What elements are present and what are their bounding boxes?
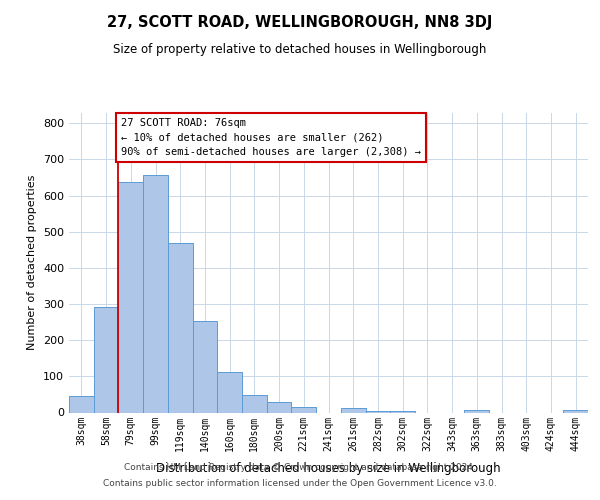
- Bar: [292, 408, 316, 412]
- Text: Size of property relative to detached houses in Wellingborough: Size of property relative to detached ho…: [113, 42, 487, 56]
- Bar: [94, 306, 118, 412]
- Bar: [217, 372, 242, 412]
- Bar: [365, 411, 390, 412]
- Bar: [118, 182, 143, 412]
- Bar: [390, 411, 415, 412]
- Text: Contains public sector information licensed under the Open Government Licence v3: Contains public sector information licen…: [103, 478, 497, 488]
- Bar: [341, 408, 365, 412]
- Bar: [267, 402, 292, 412]
- Text: 27, SCOTT ROAD, WELLINGBOROUGH, NN8 3DJ: 27, SCOTT ROAD, WELLINGBOROUGH, NN8 3DJ: [107, 15, 493, 30]
- Bar: [193, 322, 217, 412]
- Bar: [464, 410, 489, 412]
- Text: 27 SCOTT ROAD: 76sqm
← 10% of detached houses are smaller (262)
90% of semi-deta: 27 SCOTT ROAD: 76sqm ← 10% of detached h…: [121, 118, 421, 156]
- Bar: [143, 175, 168, 412]
- Bar: [69, 396, 94, 412]
- Text: Contains HM Land Registry data © Crown copyright and database right 2024.: Contains HM Land Registry data © Crown c…: [124, 464, 476, 472]
- X-axis label: Distribution of detached houses by size in Wellingborough: Distribution of detached houses by size …: [156, 462, 501, 474]
- Bar: [168, 244, 193, 412]
- Bar: [563, 410, 588, 412]
- Bar: [242, 395, 267, 412]
- Y-axis label: Number of detached properties: Number of detached properties: [28, 175, 37, 350]
